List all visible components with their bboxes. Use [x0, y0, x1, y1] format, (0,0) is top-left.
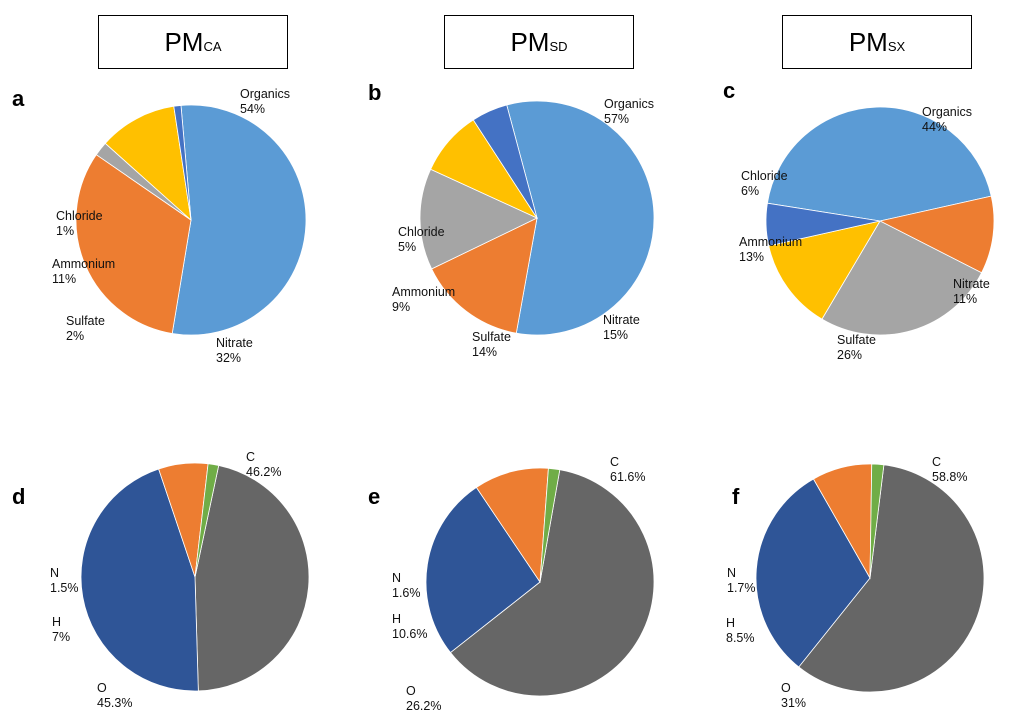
panel-letter-e: e: [368, 484, 381, 509]
pie-slice-nitrate: [878, 195, 995, 274]
slice-label-o: O 45.3%: [97, 681, 132, 710]
header-main: PM: [510, 26, 550, 57]
pie-slice-nitrate: [75, 154, 192, 334]
pie-slice-nitrate: [431, 217, 538, 334]
pie-slice-sulfate: [821, 220, 983, 336]
slice-label-o: O 31%: [781, 681, 806, 710]
slice-label-n: N 1.6%: [392, 571, 421, 600]
slice-label-ammonium: Ammonium 9%: [392, 285, 455, 314]
slice-label-c: C 46.2%: [246, 450, 281, 479]
pie-slice-ammonium: [104, 105, 192, 222]
pie-slice-n: [539, 467, 561, 583]
header-sub: SX: [887, 38, 906, 54]
pie-slice-chloride: [765, 202, 881, 247]
header-main: PM: [848, 26, 888, 57]
pie-slice-organics: [506, 100, 655, 336]
pie-slice-n: [869, 463, 885, 579]
pie-chart-f: [755, 463, 985, 693]
pie-chart-a: [75, 104, 307, 336]
pie-chart-e: [425, 467, 655, 697]
pie-chart-d: [80, 462, 310, 692]
slice-label-ammonium: Ammonium 13%: [739, 235, 802, 264]
slice-label-chloride: Chloride 1%: [56, 209, 103, 238]
pie-chart-b: [419, 100, 655, 336]
pie-slice-organics: [766, 106, 992, 222]
pie-slice-n: [194, 463, 220, 578]
slice-label-sulfate: Sulfate 14%: [472, 330, 511, 359]
pie-slice-sulfate: [419, 168, 538, 270]
slice-label-organics: Organics 54%: [240, 87, 290, 116]
slice-label-nitrate: Nitrate 32%: [216, 336, 253, 365]
header-sub: CA: [203, 38, 222, 54]
slice-label-h: H 7%: [52, 615, 70, 644]
header-main: PM: [164, 26, 204, 57]
pie-slice-c: [798, 464, 985, 693]
header-sub: SD: [549, 38, 568, 54]
header-pm-sd: PM SD: [444, 15, 634, 69]
slice-label-c: C 58.8%: [932, 455, 967, 484]
slice-label-sulfate: Sulfate 26%: [837, 333, 876, 362]
slice-label-n: N 1.7%: [727, 566, 756, 595]
pie-slice-ammonium: [768, 220, 881, 320]
slice-label-nitrate: Nitrate 11%: [953, 277, 990, 306]
header-pm-sx: PM SX: [782, 15, 972, 69]
panel-letter-c: c: [723, 78, 736, 103]
pie-slice-chloride: [173, 105, 192, 221]
panel-letter-f: f: [732, 484, 740, 509]
pie-slice-o: [755, 478, 871, 668]
pie-slice-organics: [171, 104, 307, 336]
header-pm-ca: PM CA: [98, 15, 288, 69]
slice-label-c: C 61.6%: [610, 455, 645, 484]
panel-letter-a: a: [12, 86, 25, 111]
slice-label-h: H 10.6%: [392, 612, 427, 641]
slice-label-sulfate: Sulfate 2%: [66, 314, 105, 343]
slice-label-organics: Organics 57%: [604, 97, 654, 126]
pie-slice-c: [449, 469, 655, 697]
pie-slice-o: [425, 486, 541, 654]
slice-label-n: N 1.5%: [50, 566, 79, 595]
slice-label-chloride: Chloride 5%: [398, 225, 445, 254]
pie-slice-c: [194, 465, 310, 692]
pie-slice-h: [475, 467, 549, 584]
slice-label-nitrate: Nitrate 15%: [603, 313, 640, 342]
pie-slice-o: [80, 468, 199, 692]
slice-label-chloride: Chloride 6%: [741, 169, 788, 198]
panel-letter-d: d: [12, 484, 26, 509]
slice-label-organics: Organics 44%: [922, 105, 972, 134]
pie-slice-chloride: [472, 104, 538, 219]
panel-letter-b: b: [368, 80, 382, 105]
slice-label-o: O 26.2%: [406, 684, 441, 713]
slice-label-h: H 8.5%: [726, 616, 755, 645]
pie-chart-c: [765, 106, 995, 336]
slice-label-ammonium: Ammonium 11%: [52, 257, 115, 286]
